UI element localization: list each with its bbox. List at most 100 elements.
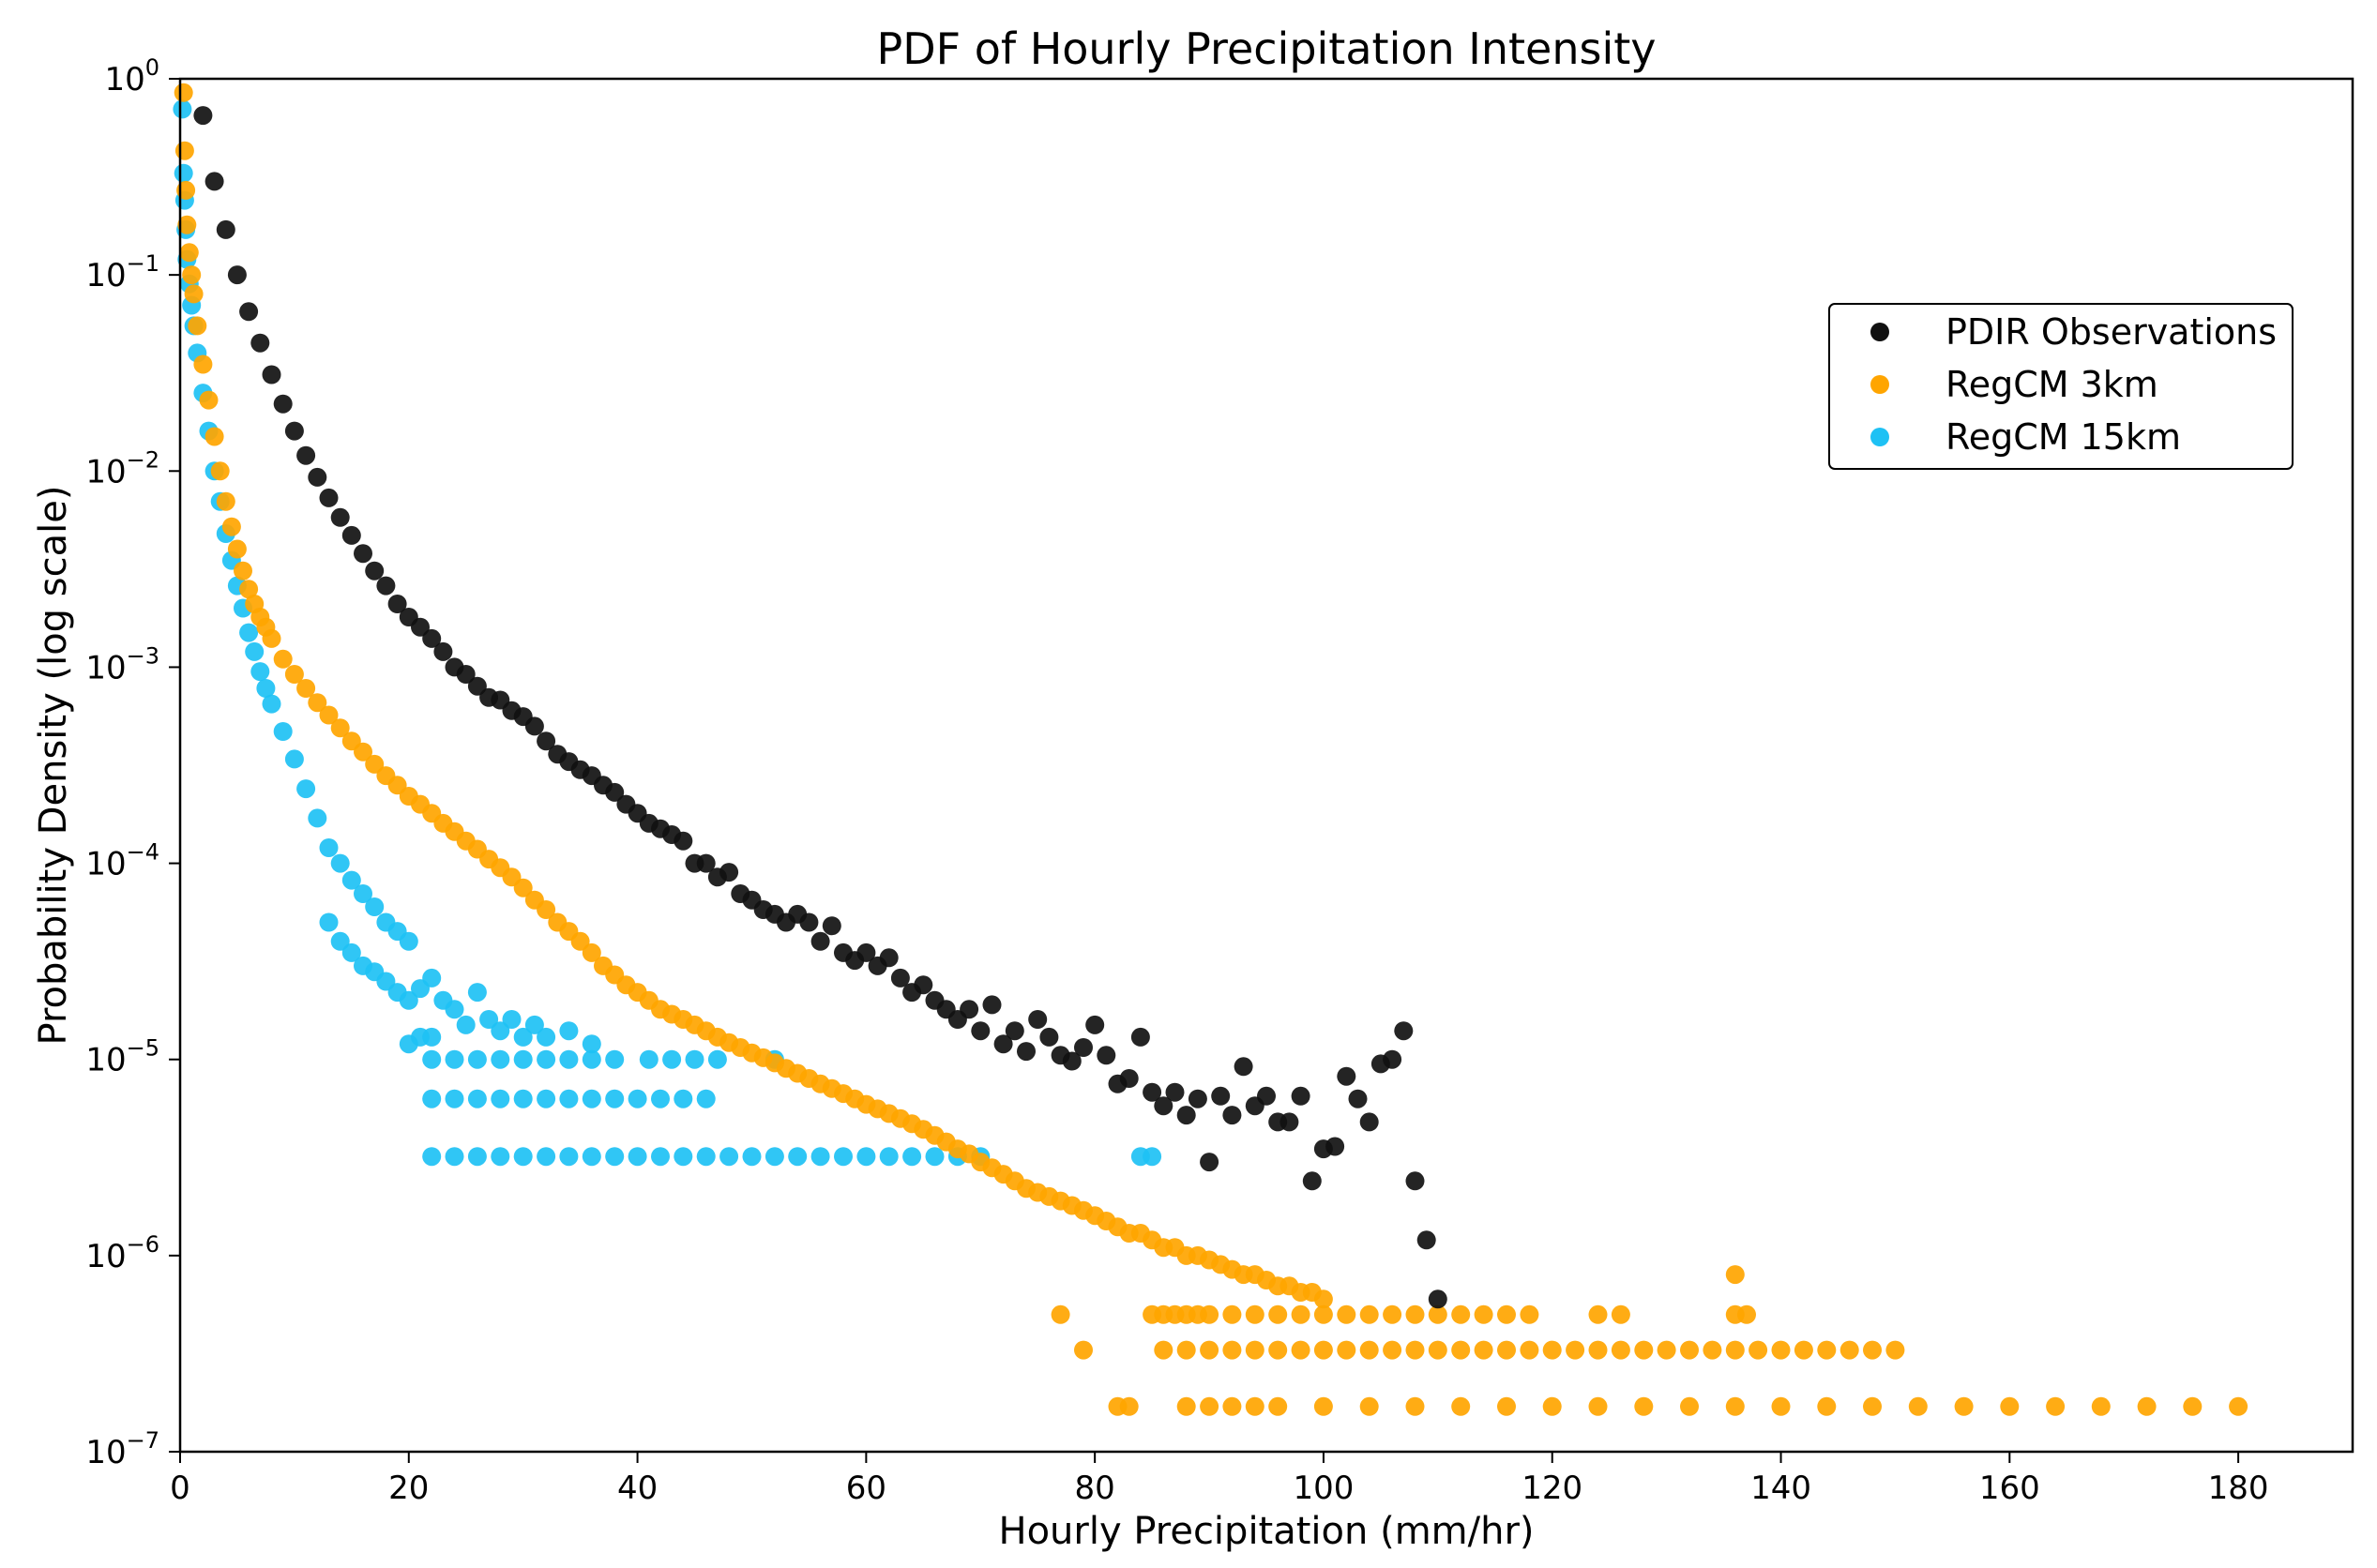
data-point-s1-197 — [2229, 1396, 2248, 1416]
data-point-s1-3 — [177, 215, 197, 234]
data-point-s1-130 — [1474, 1304, 1493, 1324]
data-point-s1-161 — [1703, 1340, 1722, 1360]
data-point-s1-158 — [1634, 1340, 1654, 1360]
data-point-s1-182 — [1542, 1396, 1562, 1416]
data-point-s1-195 — [2137, 1396, 2157, 1416]
data-point-s0-54 — [810, 931, 830, 951]
data-point-s0-30 — [537, 731, 556, 751]
data-point-s1-25 — [319, 705, 339, 725]
data-point-s0-7 — [273, 394, 293, 414]
data-point-s2-20 — [256, 679, 276, 698]
data-point-s0-101 — [1348, 1089, 1368, 1108]
data-point-s2-62 — [491, 1049, 510, 1069]
data-point-s1-154 — [1542, 1340, 1562, 1360]
data-point-s0-55 — [822, 916, 841, 936]
data-point-s0-96 — [1291, 1086, 1310, 1106]
data-point-s1-121 — [1268, 1304, 1288, 1324]
data-point-s1-180 — [1451, 1396, 1471, 1416]
data-point-s0-67 — [960, 1000, 979, 1019]
data-point-s2-94 — [605, 1147, 625, 1167]
data-point-s0-93 — [1257, 1086, 1276, 1106]
data-point-s1-147 — [1383, 1340, 1402, 1360]
data-point-s0-58 — [856, 942, 876, 962]
data-point-s1-192 — [2000, 1396, 2020, 1416]
x-tick-label-1: 20 — [388, 1470, 429, 1507]
x-tick-label-7: 140 — [1750, 1470, 1811, 1507]
data-point-s1-152 — [1497, 1340, 1516, 1360]
data-point-s2-91 — [537, 1147, 556, 1167]
data-point-s0-97 — [1302, 1171, 1322, 1191]
data-point-s1-167 — [1840, 1340, 1859, 1360]
data-point-s1-129 — [1451, 1304, 1471, 1324]
points-layer — [173, 83, 2248, 1416]
legend-label-pdir: PDIR Observations — [1946, 311, 2277, 353]
data-point-s2-19 — [250, 662, 270, 682]
data-point-s1-166 — [1817, 1340, 1837, 1360]
data-point-s0-100 — [1337, 1066, 1356, 1086]
data-point-s2-26 — [319, 838, 339, 857]
data-point-s0-88 — [1200, 1153, 1219, 1172]
data-point-s2-24 — [296, 779, 316, 799]
legend-marker-pdir — [1870, 323, 1889, 341]
data-point-s1-151 — [1474, 1340, 1493, 1360]
x-tick-label-6: 120 — [1522, 1470, 1582, 1507]
x-tick-label-2: 40 — [617, 1470, 658, 1507]
data-point-s2-22 — [273, 722, 293, 741]
x-tick-label-9: 180 — [2208, 1470, 2269, 1507]
data-point-s2-70 — [685, 1049, 704, 1069]
data-point-s2-85 — [696, 1089, 716, 1108]
data-point-s2-98 — [696, 1147, 716, 1167]
data-point-s1-119 — [1222, 1304, 1242, 1324]
data-point-s2-41 — [399, 990, 418, 1010]
data-point-s0-71 — [1005, 1021, 1024, 1041]
data-point-s1-153 — [1520, 1340, 1539, 1360]
data-point-s1-200 — [1725, 1265, 1745, 1285]
data-point-s2-0 — [173, 99, 192, 119]
data-point-s1-4 — [179, 243, 199, 263]
y-tick-label-0: 10−7 — [85, 1427, 159, 1471]
x-axis-label: Hourly Precipitation (mm/hr) — [999, 1510, 1535, 1553]
data-point-s2-50 — [502, 1010, 522, 1029]
data-point-s0-106 — [1405, 1171, 1425, 1191]
data-point-s1-42 — [513, 878, 533, 897]
data-point-s0-104 — [1383, 1049, 1402, 1069]
data-point-s2-61 — [467, 1049, 487, 1069]
data-point-s0-10 — [308, 467, 327, 487]
data-point-s0-46 — [719, 863, 739, 882]
data-point-s1-143 — [1291, 1340, 1310, 1360]
data-point-s0-8 — [284, 421, 304, 441]
data-point-s1-142 — [1268, 1340, 1288, 1360]
data-point-s2-101 — [765, 1147, 784, 1167]
data-point-s0-20 — [422, 628, 442, 648]
data-point-s2-59 — [422, 1049, 442, 1069]
y-tick-label-2: 10−5 — [85, 1035, 159, 1079]
data-point-s2-103 — [810, 1147, 830, 1167]
data-point-s1-131 — [1497, 1304, 1516, 1324]
data-point-s0-105 — [1394, 1021, 1414, 1041]
data-point-s0-15 — [365, 561, 385, 580]
data-point-s1-23 — [296, 679, 316, 698]
data-point-s0-4 — [239, 302, 259, 322]
data-point-s1-16 — [239, 580, 259, 599]
data-point-s1-22 — [284, 665, 304, 684]
data-point-s2-64 — [537, 1049, 556, 1069]
data-point-s1-44 — [537, 900, 556, 919]
data-point-s2-88 — [467, 1147, 487, 1167]
data-point-s2-65 — [559, 1049, 579, 1069]
data-point-s1-26 — [330, 718, 350, 738]
data-point-s1-193 — [2046, 1396, 2066, 1416]
series-1 — [174, 83, 2248, 1416]
data-point-s1-191 — [1954, 1396, 1974, 1416]
data-point-s1-145 — [1337, 1340, 1356, 1360]
data-point-s1-155 — [1566, 1340, 1585, 1360]
data-point-s2-55 — [582, 1034, 601, 1054]
data-point-s1-185 — [1680, 1396, 1699, 1416]
x-tick-label-0: 0 — [170, 1470, 190, 1507]
data-point-s1-186 — [1725, 1396, 1745, 1416]
data-point-s1-140 — [1222, 1340, 1242, 1360]
data-point-s1-149 — [1428, 1340, 1447, 1360]
data-point-s2-86 — [422, 1147, 442, 1167]
data-point-s2-71 — [707, 1049, 727, 1069]
y-tick-label-3: 10−4 — [85, 839, 159, 883]
